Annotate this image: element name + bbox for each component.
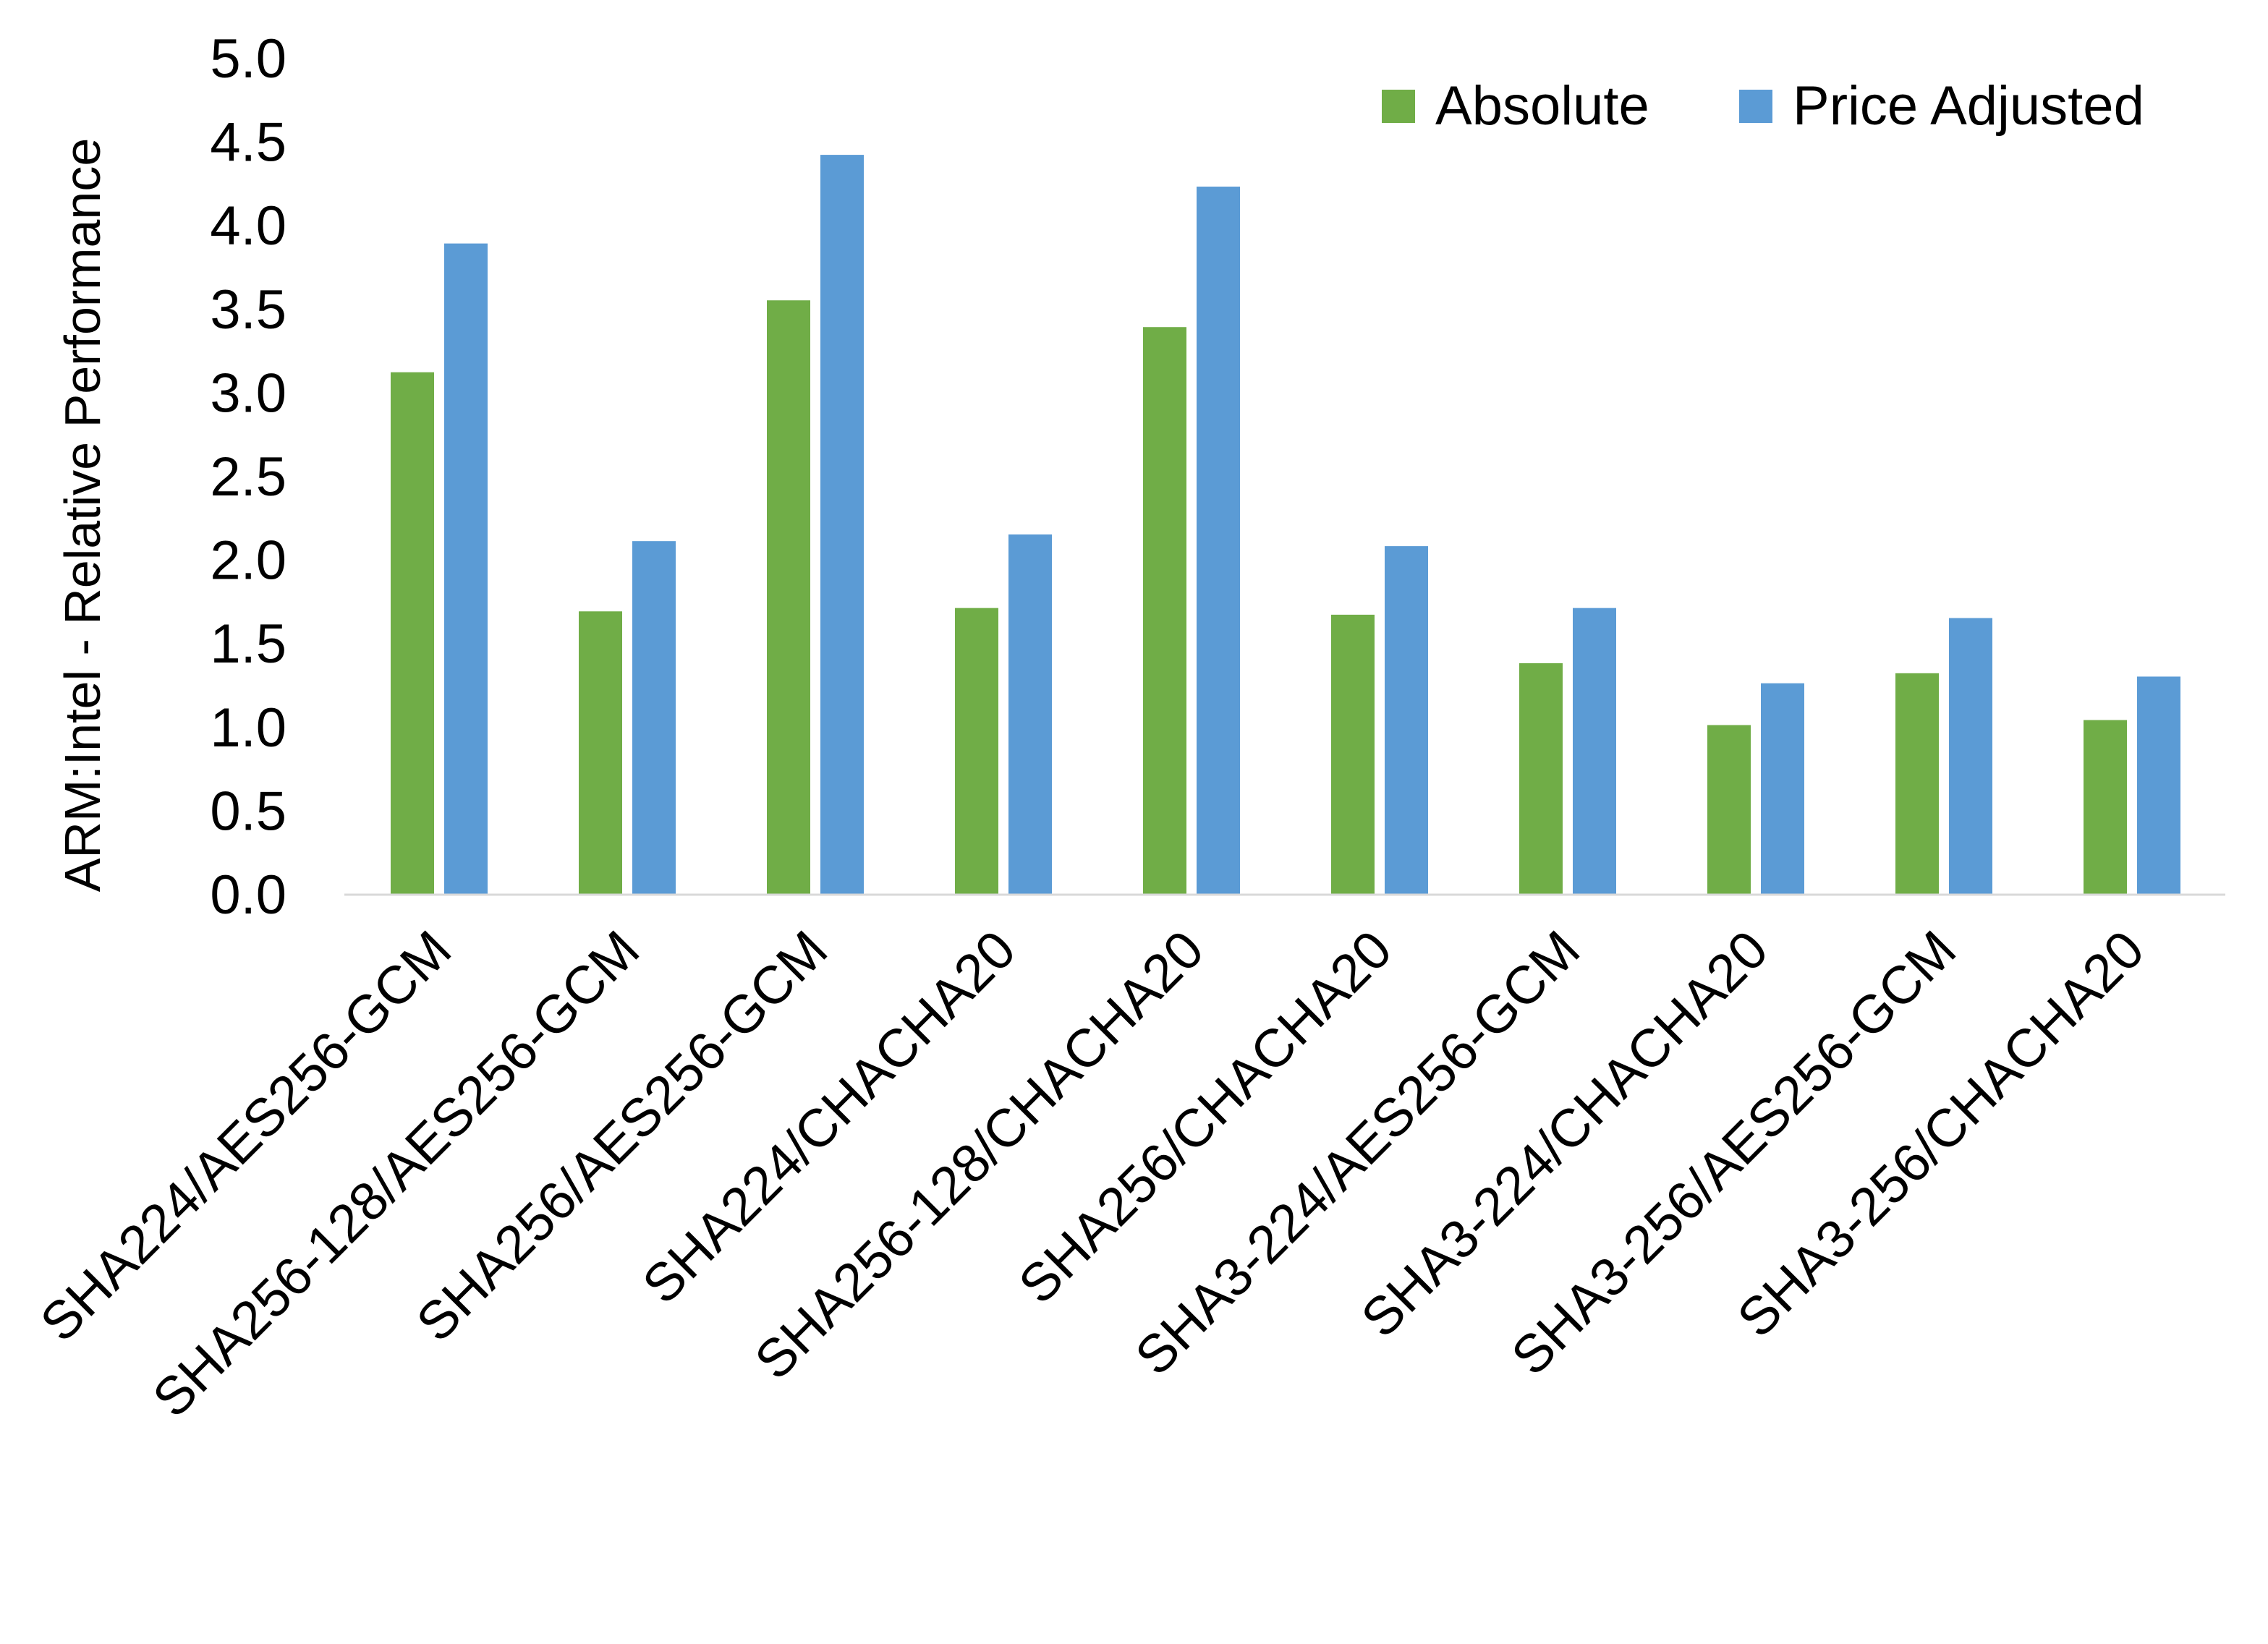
- bar-price-adjusted: [1008, 534, 1052, 894]
- bar-absolute: [391, 372, 434, 894]
- bar-absolute: [1331, 614, 1375, 894]
- legend-swatch-absolute: [1382, 90, 1415, 123]
- x-category-label: SHA224/CHACHA20: [631, 919, 1027, 1315]
- legend-label-price-adjusted: Price Adjusted: [1793, 75, 2144, 137]
- y-tick-label: 2.5: [210, 446, 286, 508]
- bar-absolute: [1143, 327, 1186, 894]
- bar-price-adjusted: [1197, 187, 1240, 894]
- y-tick-label: 1.0: [210, 697, 286, 759]
- legend-swatch-price-adjusted: [1739, 90, 1772, 123]
- y-axis-label: ARM:Intel - Relative Performance: [54, 138, 111, 893]
- y-tick-label: 4.0: [210, 195, 286, 257]
- y-tick-label: 0.5: [210, 780, 286, 842]
- y-tick-label: 5.0: [210, 28, 286, 90]
- y-tick-label: 3.0: [210, 362, 286, 424]
- bar-absolute: [1707, 725, 1751, 894]
- bar-price-adjusted: [1385, 546, 1428, 894]
- bar-absolute: [955, 608, 998, 894]
- bar-price-adjusted: [820, 155, 864, 894]
- bar-price-adjusted: [1761, 683, 1804, 894]
- y-tick-label: 4.5: [210, 112, 286, 174]
- bar-absolute: [1895, 673, 1939, 894]
- bar-absolute: [2084, 720, 2127, 894]
- bar-absolute: [579, 611, 622, 894]
- bar-absolute: [767, 300, 810, 894]
- legend-label-absolute: Absolute: [1435, 75, 1649, 137]
- bar-price-adjusted: [632, 541, 676, 894]
- y-tick-label: 0.0: [210, 864, 286, 926]
- y-tick-label: 1.5: [210, 613, 286, 675]
- y-tick-label: 3.5: [210, 279, 286, 341]
- bar-price-adjusted: [2137, 676, 2180, 894]
- bar-price-adjusted: [444, 243, 488, 895]
- x-category-label: SHA256/CHACHA20: [1007, 919, 1403, 1315]
- bar-absolute: [1519, 663, 1563, 894]
- legend: Absolute Price Adjusted: [1382, 75, 2144, 137]
- bar-price-adjusted: [1949, 618, 1992, 894]
- bar-price-adjusted: [1573, 608, 1616, 894]
- y-tick-label: 2.0: [210, 530, 286, 592]
